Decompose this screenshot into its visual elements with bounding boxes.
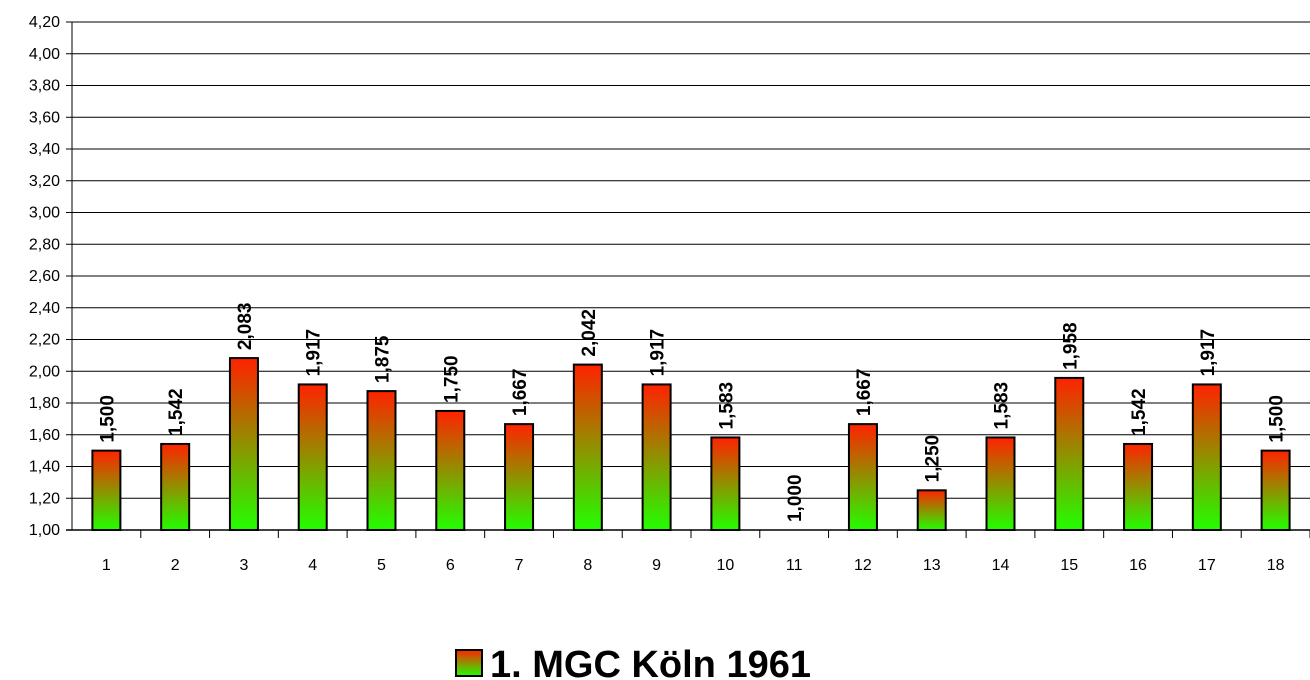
x-tick-label: 9	[652, 557, 661, 574]
x-tick-label: 14	[992, 557, 1010, 574]
data-label: 2,083	[235, 303, 256, 351]
bars	[91, 357, 1291, 532]
y-tick-label: 1,80	[29, 395, 60, 412]
data-label: 1,667	[510, 369, 531, 417]
y-tick-label: 3,20	[29, 173, 60, 190]
bar	[847, 423, 878, 531]
y-tick-label: 1,40	[29, 459, 60, 476]
bar	[641, 383, 672, 531]
bar	[435, 409, 466, 531]
data-label: 1,250	[923, 435, 944, 483]
y-tick-label: 1,60	[29, 427, 60, 444]
bar	[160, 442, 191, 531]
data-label: 1,667	[854, 369, 875, 417]
data-label: 1,875	[373, 335, 394, 383]
data-label: 1,917	[648, 329, 669, 377]
x-tick-label: 6	[446, 557, 455, 574]
y-tick-label: 1,00	[29, 522, 60, 539]
bar	[572, 363, 603, 531]
data-label: 1,917	[304, 329, 325, 377]
y-tick-label: 3,00	[29, 205, 60, 222]
x-tick-label: 7	[515, 557, 524, 574]
bar	[366, 390, 397, 531]
x-tick-label: 17	[1198, 557, 1216, 574]
x-tick-label: 11	[786, 557, 803, 574]
x-tick-label: 1	[102, 557, 111, 574]
data-label: 1,542	[166, 388, 187, 436]
bar	[228, 357, 259, 532]
data-label: 1,917	[1198, 329, 1219, 377]
x-tick-label: 8	[583, 557, 592, 574]
data-label: 1,500	[97, 395, 118, 443]
x-tick-label: 12	[854, 557, 872, 574]
bar	[710, 436, 741, 532]
y-tick-label: 3,60	[29, 109, 60, 126]
x-tick-label: 16	[1129, 557, 1147, 574]
data-label: 1,583	[716, 382, 737, 430]
gridlines	[66, 21, 1310, 531]
data-label: 1,958	[1060, 322, 1081, 370]
y-tick-label: 4,00	[29, 46, 60, 63]
x-tick-label: 4	[308, 557, 317, 574]
y-tick-label: 3,80	[29, 78, 60, 95]
y-tick-label: 2,00	[29, 363, 60, 380]
data-label: 1,583	[992, 382, 1013, 430]
data-labels: 1,500 1,542 2,083 1,917 1,875 1,750 1,667 2,042…	[97, 303, 1287, 522]
x-tick-label: 3	[239, 557, 248, 574]
y-tick-label: 2,80	[29, 236, 60, 253]
bar	[91, 449, 122, 531]
bar	[1260, 449, 1291, 531]
y-axis-ticks: 1,00 1,20 1,40 1,60 1,80 2,00 2,20 2,40 2,60 2,80…	[29, 14, 60, 539]
y-tick-label: 1,20	[29, 490, 60, 507]
bar	[1054, 376, 1085, 532]
legend-label: 1. MGC Köln 1961	[490, 644, 811, 680]
y-tick-label: 2,60	[29, 268, 60, 285]
bar	[504, 423, 535, 531]
legend: 1. MGC Köln 1961	[455, 644, 811, 680]
y-tick-label: 2,20	[29, 332, 60, 349]
bar	[916, 489, 947, 531]
y-tick-label: 2,40	[29, 300, 60, 317]
data-label: 2,042	[579, 309, 600, 357]
legend-swatch	[455, 649, 483, 677]
x-tick-label: 2	[171, 557, 180, 574]
x-tick-label: 18	[1267, 557, 1285, 574]
bar	[985, 436, 1016, 532]
data-label: 1,500	[1267, 395, 1288, 443]
x-axis: 1 2 3 4 5 6 7 8 9 10 11 12 13 14 15 16 17 18	[66, 22, 1310, 574]
x-tick-label: 10	[716, 557, 734, 574]
data-label: 1,000	[785, 474, 806, 522]
bar	[1123, 442, 1154, 531]
x-tick-label: 5	[377, 557, 386, 574]
y-tick-label: 3,40	[29, 141, 60, 158]
y-tick-label: 4,20	[29, 14, 60, 31]
data-label: 1,750	[441, 355, 462, 403]
bar	[1191, 383, 1222, 531]
x-tick-label: 15	[1060, 557, 1078, 574]
x-tick-label: 13	[923, 557, 941, 574]
data-label: 1,542	[1129, 388, 1150, 436]
bar	[297, 383, 328, 531]
